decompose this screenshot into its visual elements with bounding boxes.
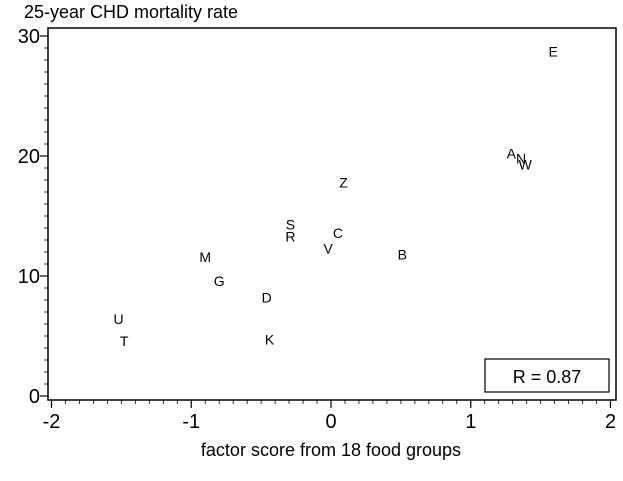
- correlation-label: R = 0.87: [513, 367, 582, 387]
- x-tick-label: 2: [605, 411, 616, 433]
- data-point-e: E: [549, 44, 558, 60]
- data-point-n: N: [516, 150, 526, 166]
- data-point-u: U: [114, 311, 124, 327]
- data-point-t: T: [120, 333, 129, 349]
- data-point-z: Z: [339, 174, 348, 190]
- data-point-a: A: [507, 146, 517, 162]
- y-axis-ticks: 0 10 20 30: [18, 26, 48, 408]
- data-point-g: G: [214, 273, 225, 289]
- x-tick-label: -2: [43, 411, 61, 433]
- axes: [47, 27, 617, 401]
- y-tick-label: 30: [18, 26, 40, 48]
- data-point-v: V: [324, 240, 334, 256]
- x-tick-label: -1: [182, 411, 200, 433]
- x-axis-label: factor score from 18 food groups: [201, 440, 461, 460]
- chart-title: 25-year CHD mortality rate: [24, 2, 238, 22]
- x-tick-label: 0: [325, 411, 336, 433]
- data-points: E A NW Z SR CV B MG D UT K: [114, 44, 558, 349]
- y-tick-label: 0: [29, 386, 40, 408]
- data-point-d: D: [262, 290, 272, 306]
- plot-frame: [47, 27, 617, 401]
- data-point-m: M: [199, 249, 211, 265]
- data-point-s: S: [286, 216, 295, 232]
- data-point-b: B: [398, 246, 407, 262]
- x-axis-ticks: -2 -1 0 1 2: [43, 400, 616, 433]
- data-point-r: R: [285, 228, 295, 244]
- correlation-box: R = 0.87: [484, 358, 610, 393]
- y-tick-label: 10: [18, 266, 40, 288]
- y-tick-label: 20: [18, 146, 40, 168]
- data-point-k: K: [265, 332, 275, 348]
- data-point-w: W: [519, 156, 533, 172]
- correlation-box-frame: [484, 358, 610, 393]
- x-tick-label: 1: [465, 411, 476, 433]
- data-point-c: C: [333, 225, 343, 241]
